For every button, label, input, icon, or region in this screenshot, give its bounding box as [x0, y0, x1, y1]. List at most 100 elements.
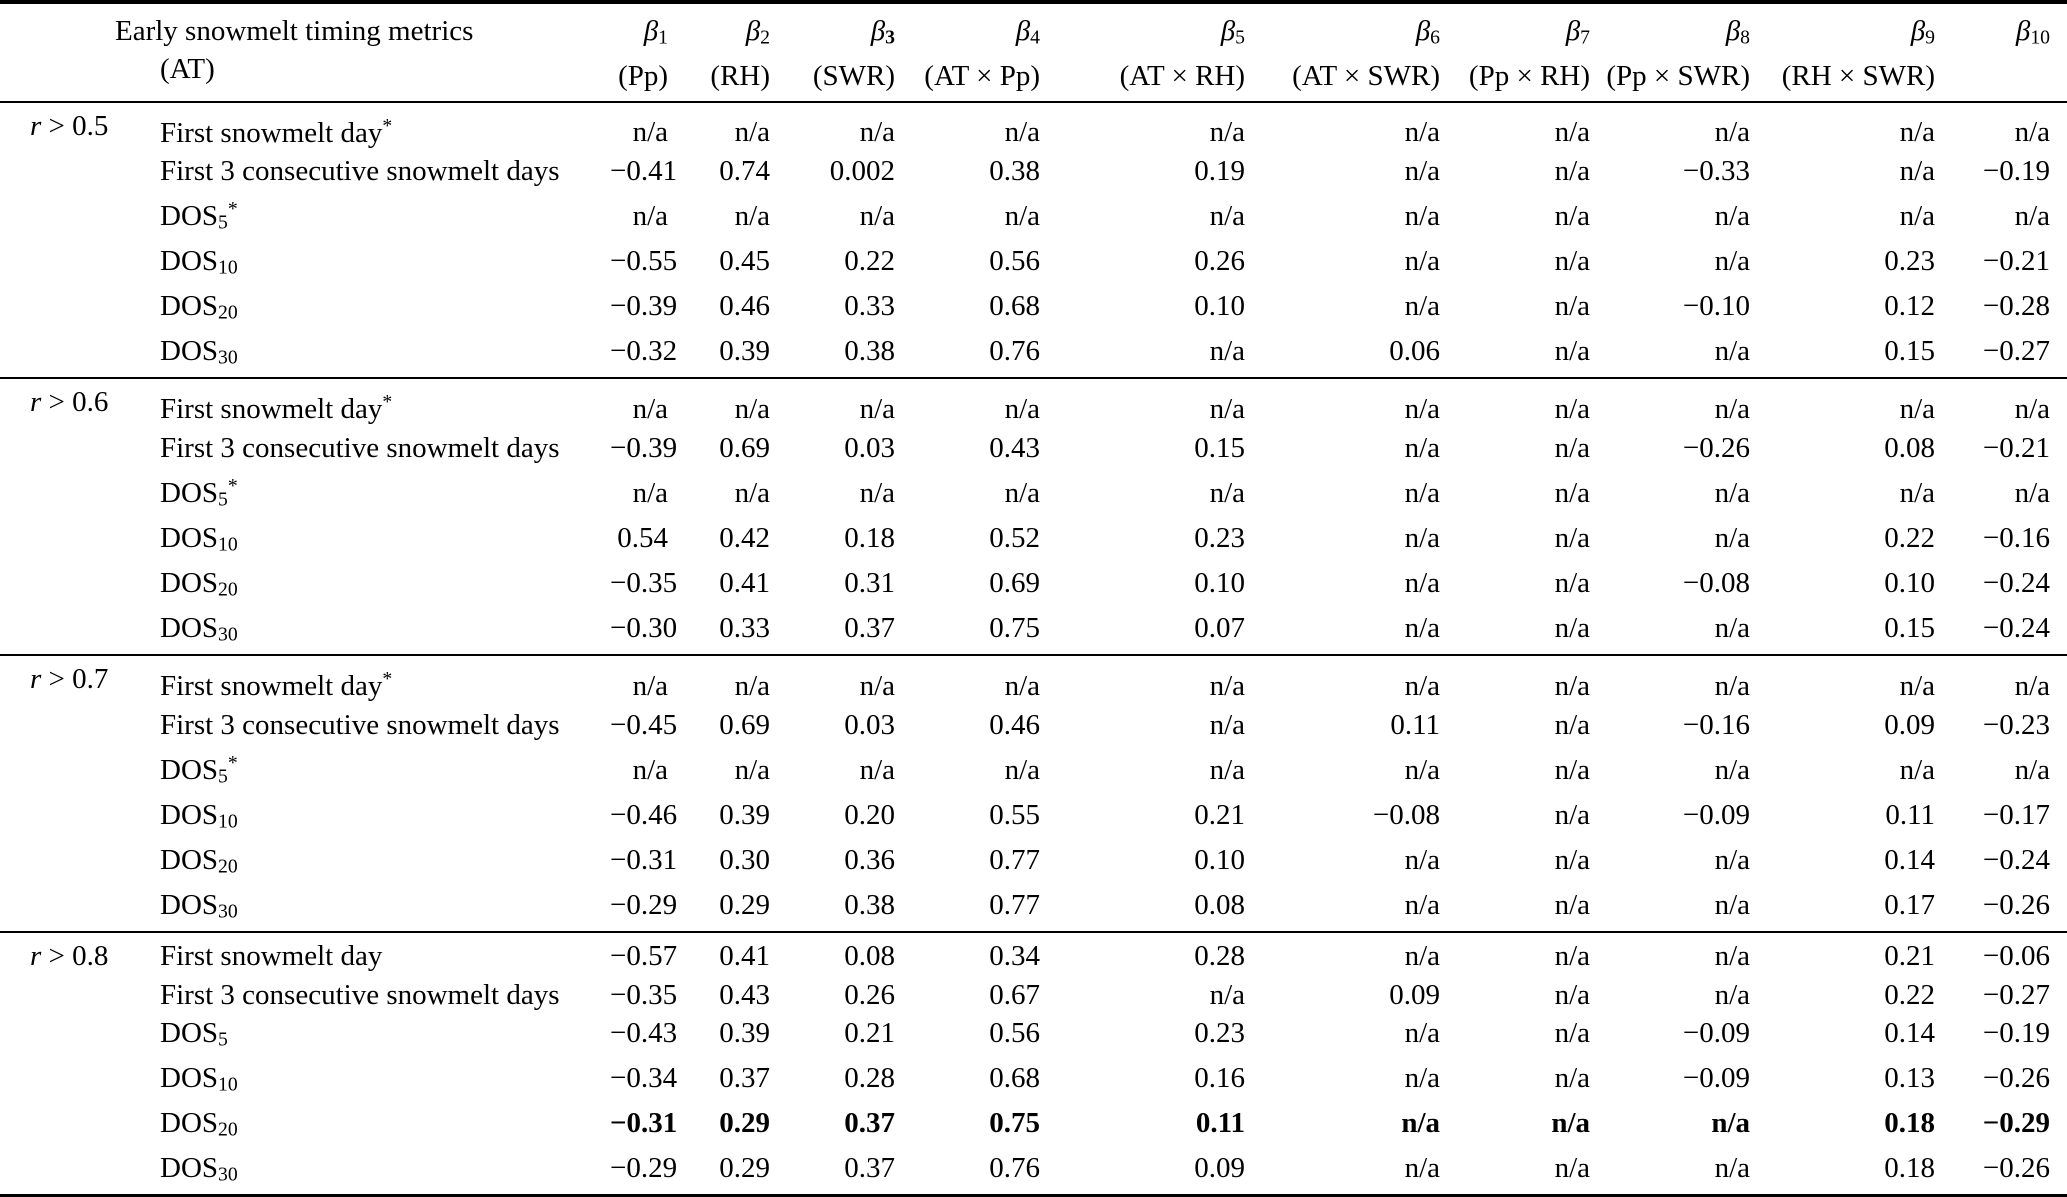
- metrics-header-cell: Early snowmelt timing metrics (AT): [0, 2, 610, 102]
- metric-subscript: 5: [218, 488, 228, 511]
- table-header: Early snowmelt timing metrics (AT) β1 β2…: [0, 2, 2067, 102]
- coefficient-value: 0.34: [989, 940, 1041, 973]
- coefficient-value: −0.09: [1682, 1062, 1751, 1095]
- metric-name: DOS: [160, 290, 219, 323]
- table-row: DOS5* n/a n/a n/a n/a n/a n/a n/a n/a n/a n/a: [0, 467, 2067, 519]
- metric-label: DOS5: [160, 1014, 610, 1059]
- coefficient-value: n/a: [1714, 1152, 1751, 1185]
- coefficient-value: n/a: [1554, 754, 1591, 787]
- beta-subscript: 5: [1235, 26, 1246, 49]
- coefficient-value: 0.45: [719, 245, 771, 278]
- beta-symbol: β: [745, 15, 761, 47]
- coefficient-value: 0.54: [617, 522, 669, 555]
- coefficient-value: n/a: [1554, 1152, 1591, 1185]
- coefficient-value: −0.19: [1982, 1017, 2051, 1050]
- coefficient-value: n/a: [1554, 522, 1591, 555]
- coefficient-value: n/a: [1899, 670, 1936, 703]
- coefficient-value: n/a: [1714, 200, 1751, 233]
- table-row: DOS30 −0.29 0.29 0.38 0.77 0.08 n/a n/a n/a 0.17−…: [0, 886, 2067, 932]
- coefficient-value: 0.18: [1884, 1107, 1936, 1140]
- coefficient-value: −0.16: [1682, 708, 1751, 741]
- table-row: DOS10 0.54 0.42 0.18 0.52 0.23 n/a n/a n/a 0.22 −0…: [0, 519, 2067, 564]
- coefficient-value: 0.11: [1390, 708, 1441, 741]
- coefficient-value: n/a: [1004, 116, 1041, 149]
- coefficient-value: n/a: [859, 477, 896, 510]
- group-condition: r > 0.6: [30, 386, 109, 419]
- coefficient-value: −0.33: [1682, 154, 1751, 187]
- coefficient-value: n/a: [632, 200, 669, 233]
- beta-predictor-col-6: (AT × SWR): [1292, 59, 1441, 92]
- metric-label: DOS10: [160, 796, 610, 841]
- metric-subscript: 10: [218, 256, 238, 279]
- beta-symbol-col-3: β3: [770, 2, 895, 57]
- coefficient-value: 0.39: [719, 799, 771, 832]
- coefficient-value: 0.20: [844, 799, 896, 832]
- coefficient-value: n/a: [1554, 431, 1591, 464]
- metric-subscript: 20: [218, 578, 238, 601]
- coefficient-value: 0.28: [1194, 940, 1246, 973]
- coefficient-value: n/a: [1404, 889, 1441, 922]
- coefficient-value: 0.08: [1884, 431, 1936, 464]
- coefficient-value: 0.09: [1884, 708, 1936, 741]
- coefficient-value: 0.56: [989, 1017, 1041, 1050]
- metric-label: DOS30: [160, 332, 610, 378]
- metric-name: DOS: [160, 567, 219, 600]
- coefficient-value: 0.37: [719, 1062, 771, 1095]
- beta-subscript: 1: [658, 26, 669, 49]
- coefficient-value: n/a: [1714, 522, 1751, 555]
- coefficient-value: n/a: [2014, 393, 2051, 426]
- coefficient-value: n/a: [1554, 940, 1591, 973]
- header-predictor-row: (Pp) (RH) (SWR) (AT × Pp) (AT × RH) (AT …: [0, 57, 2067, 102]
- beta-symbol-col-1: β1: [610, 2, 668, 57]
- metric-subscript: 30: [218, 346, 238, 369]
- metric-label: DOS10: [160, 1059, 610, 1104]
- group-condition: r > 0.5: [30, 109, 109, 142]
- coefficient-value: n/a: [1899, 116, 1936, 149]
- coefficient-value: n/a: [1714, 393, 1751, 426]
- coefficient-value: 0.33: [719, 612, 771, 645]
- coefficient-value: −0.24: [1982, 567, 2051, 600]
- metric-name: First snowmelt day: [160, 393, 383, 426]
- metric-subscript: 5: [218, 765, 228, 788]
- metric-label: DOS5*: [160, 467, 610, 519]
- metric-name: First 3 consecutive snowmelt days: [160, 431, 560, 464]
- coefficient-value: 0.10: [1884, 567, 1936, 600]
- coefficient-value: 0.22: [1884, 978, 1936, 1011]
- coefficient-value: 0.37: [844, 1107, 896, 1140]
- metric-group-1: r > 0.5 First snowmelt day* n/a n/a n/a n/a n/…: [0, 102, 2067, 379]
- beta-predictor-col-10: [1935, 57, 2067, 102]
- coefficient-value: n/a: [1554, 612, 1591, 645]
- coefficient-value: 0.76: [989, 1152, 1041, 1185]
- table-row: First 3 consecutive snowmelt days −0.45 0.…: [0, 706, 2067, 745]
- metric-subscript: 20: [218, 855, 238, 878]
- coefficient-value: 0.75: [989, 612, 1041, 645]
- beta-symbol: β: [643, 15, 659, 47]
- coefficient-value: n/a: [1899, 200, 1936, 233]
- coefficient-value: 0.41: [719, 940, 771, 973]
- coefficient-value: n/a: [1004, 200, 1041, 233]
- metric-name: DOS: [160, 245, 219, 278]
- coefficient-value: n/a: [1404, 567, 1441, 600]
- coefficient-value: −0.17: [1982, 799, 2051, 832]
- condition-variable: r: [30, 940, 42, 973]
- metric-name: First snowmelt day: [160, 670, 383, 703]
- coefficient-value: n/a: [1209, 116, 1246, 149]
- beta-symbol: β: [870, 15, 886, 47]
- group-condition: r > 0.7: [30, 663, 109, 696]
- coefficient-value: n/a: [734, 670, 771, 703]
- beta-symbol: β: [1910, 15, 1926, 47]
- beta-symbol: β: [1015, 15, 1031, 47]
- metric-asterisk: *: [227, 198, 238, 221]
- coefficient-value: n/a: [632, 754, 669, 787]
- coefficient-value: n/a: [1554, 889, 1591, 922]
- coefficient-value: n/a: [1404, 290, 1441, 323]
- coefficient-value: −0.16: [1982, 522, 2051, 555]
- table-row: DOS10 −0.46 0.39 0.20 0.55 0.21 −0.08 n/a −0.09 0…: [0, 796, 2067, 841]
- coefficient-value: 0.002: [829, 154, 896, 187]
- coefficient-value: −0.24: [1982, 612, 2051, 645]
- metric-label: DOS20: [160, 287, 610, 332]
- beta-predictor-col-1: (Pp): [618, 59, 669, 92]
- metric-label: First 3 consecutive snowmelt days: [160, 429, 610, 468]
- coefficient-value: 0.23: [1194, 1017, 1246, 1050]
- coefficient-value: 0.69: [719, 708, 771, 741]
